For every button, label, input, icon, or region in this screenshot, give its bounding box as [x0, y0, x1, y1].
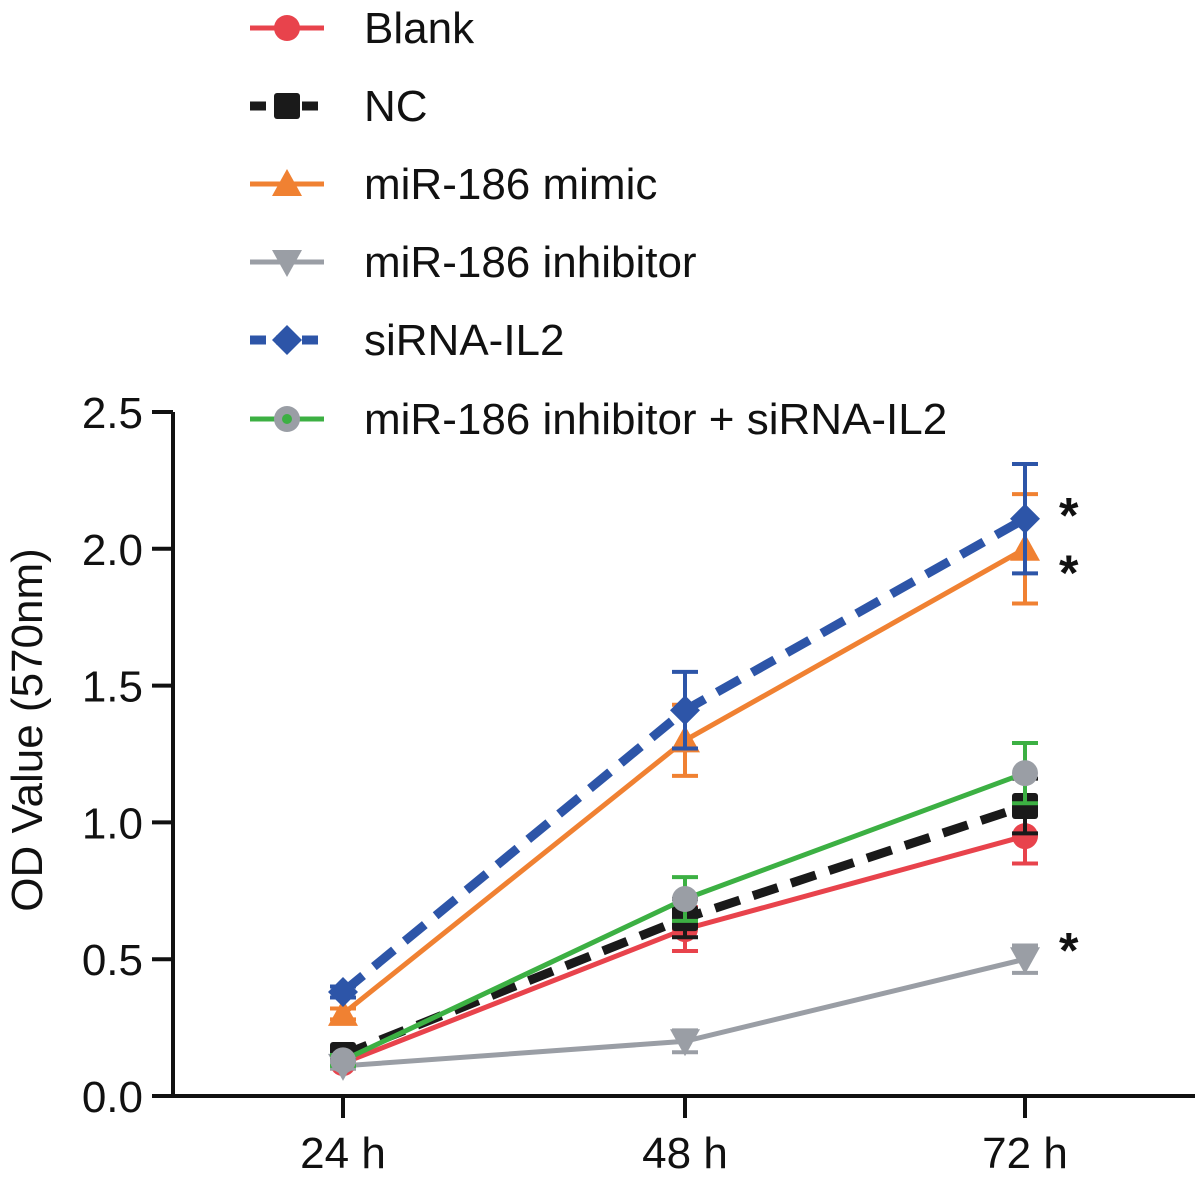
legend: Blank NC miR-186 mimic miR-186 inhibitor siR…	[250, 4, 947, 444]
legend-item: miR-186 mimic	[250, 160, 657, 209]
legend-swatch-marker	[274, 93, 300, 119]
legend-swatch-marker	[272, 250, 302, 277]
legend-item: NC	[250, 82, 428, 131]
series-4	[328, 943, 1040, 1081]
data-point	[1012, 760, 1038, 787]
x-tick-label: 24 h	[300, 1129, 386, 1178]
data-point	[1010, 947, 1040, 975]
legend-item: Blank	[250, 4, 475, 53]
y-ticks: 0.0 0.5 1.0 1.5 2.0 2.5	[82, 389, 173, 1122]
data-point	[328, 977, 358, 1008]
x-tick-label: 72 h	[982, 1129, 1068, 1178]
legend-swatch-marker-inner	[282, 414, 292, 424]
y-axis-title: OD Value (570nm)	[3, 548, 52, 912]
legend-swatch-marker	[272, 325, 302, 355]
y-tick-label: 1.5	[82, 663, 143, 712]
legend-label: miR-186 inhibitor	[364, 238, 697, 287]
legend-item: siRNA-IL2	[250, 316, 565, 365]
series-5	[328, 461, 1040, 1008]
legend-label: miR-186 mimic	[364, 160, 657, 209]
significance-asterisk: *	[1059, 545, 1079, 601]
legend-label: NC	[364, 82, 428, 131]
x-tick-label: 48 h	[642, 1129, 728, 1178]
legend-label: Blank	[364, 4, 475, 53]
significance-annotations: ***	[1059, 487, 1079, 978]
legend-label: siRNA-IL2	[364, 316, 565, 365]
plot-area	[328, 461, 1040, 1081]
significance-asterisk: *	[1059, 487, 1079, 543]
y-tick-label: 0.5	[82, 936, 143, 985]
legend-swatch-marker	[274, 15, 300, 41]
x-ticks: 24 h 48 h 72 h	[300, 1096, 1068, 1178]
legend-item: miR-186 inhibitor	[250, 238, 697, 287]
y-tick-label: 2.5	[82, 389, 143, 438]
data-point	[670, 1029, 700, 1057]
significance-asterisk: *	[1059, 923, 1079, 979]
y-tick-label: 2.0	[82, 526, 143, 575]
legend-item: miR-186 inhibitor + siRNA-IL2	[250, 395, 947, 444]
data-point	[1010, 503, 1040, 534]
data-point	[1012, 792, 1038, 819]
legend-label: miR-186 inhibitor + siRNA-IL2	[364, 395, 947, 444]
data-point	[672, 886, 698, 913]
y-tick-label: 0.0	[82, 1073, 143, 1122]
data-point	[670, 695, 700, 726]
y-tick-label: 1.0	[82, 799, 143, 848]
series-6	[330, 741, 1038, 1074]
legend-swatch-marker	[272, 169, 302, 196]
data-point	[328, 998, 358, 1026]
data-point	[330, 1047, 356, 1074]
axes: 0.0 0.5 1.0 1.5 2.0 2.5 24 h 48 h 72 h OD Value…	[3, 389, 1195, 1178]
data-point	[1012, 823, 1038, 850]
